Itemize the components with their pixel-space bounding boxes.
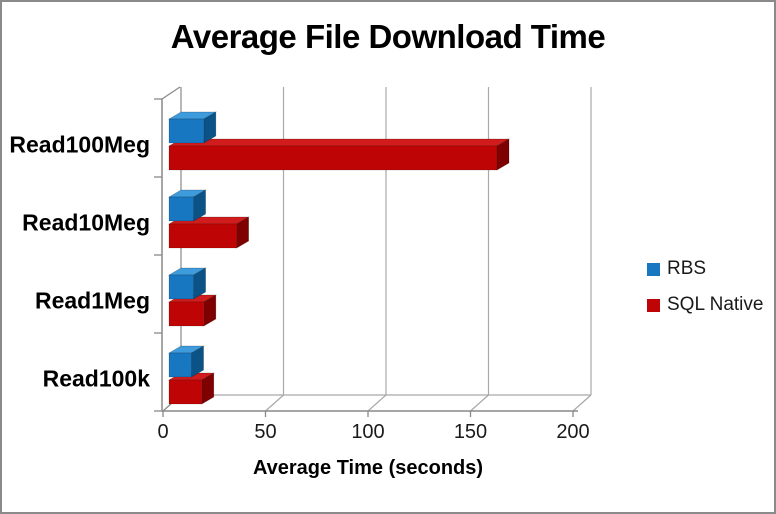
gridline-floor-diagonal bbox=[470, 394, 489, 412]
x-tick-label-100: 100 bbox=[351, 421, 385, 443]
legend: RBS SQL Native bbox=[647, 258, 763, 330]
x-tick-label-150: 150 bbox=[453, 421, 488, 443]
bar-sql-native-read100meg bbox=[167, 138, 511, 171]
gridline-floor-diagonal bbox=[572, 394, 592, 412]
bar-rbs-read10meg bbox=[167, 189, 207, 222]
gridline-floor-diagonal bbox=[367, 394, 387, 412]
bar-rbs-read100meg bbox=[167, 111, 218, 144]
category-label-read100k: Read100k bbox=[42, 365, 150, 391]
legend-swatch-rbs-icon bbox=[647, 262, 660, 276]
legend-item-sql-native: SQL Native bbox=[647, 294, 763, 316]
chart-title: Average File Download Time bbox=[170, 18, 606, 55]
bar-sql-native-read1meg bbox=[167, 294, 218, 327]
bar-rbs-read1meg bbox=[167, 267, 207, 300]
legend-item-rbs: RBS bbox=[647, 258, 763, 280]
bar-sql-native-read100k bbox=[167, 372, 216, 405]
legend-label-sql-native: SQL Native bbox=[667, 294, 764, 315]
x-axis-title: Average Time (seconds) bbox=[252, 457, 484, 479]
legend-label-rbs: RBS bbox=[667, 258, 707, 279]
x-tick-label-50: 50 bbox=[254, 421, 277, 443]
x-tick-label-0: 0 bbox=[157, 421, 169, 443]
bar-rbs-read100k bbox=[167, 345, 205, 378]
category-label-read1meg: Read1Meg bbox=[34, 287, 150, 313]
bar-sql-native-read10meg bbox=[167, 216, 250, 249]
x-tick-label-200: 200 bbox=[556, 421, 590, 443]
gridline-floor-diagonal bbox=[265, 394, 284, 412]
category-label-read100meg: Read100Meg bbox=[9, 131, 150, 157]
wall-corner-diagonal bbox=[161, 86, 181, 100]
category-label-read10meg: Read10Meg bbox=[22, 209, 150, 235]
legend-swatch-sql-native-icon bbox=[647, 298, 660, 312]
